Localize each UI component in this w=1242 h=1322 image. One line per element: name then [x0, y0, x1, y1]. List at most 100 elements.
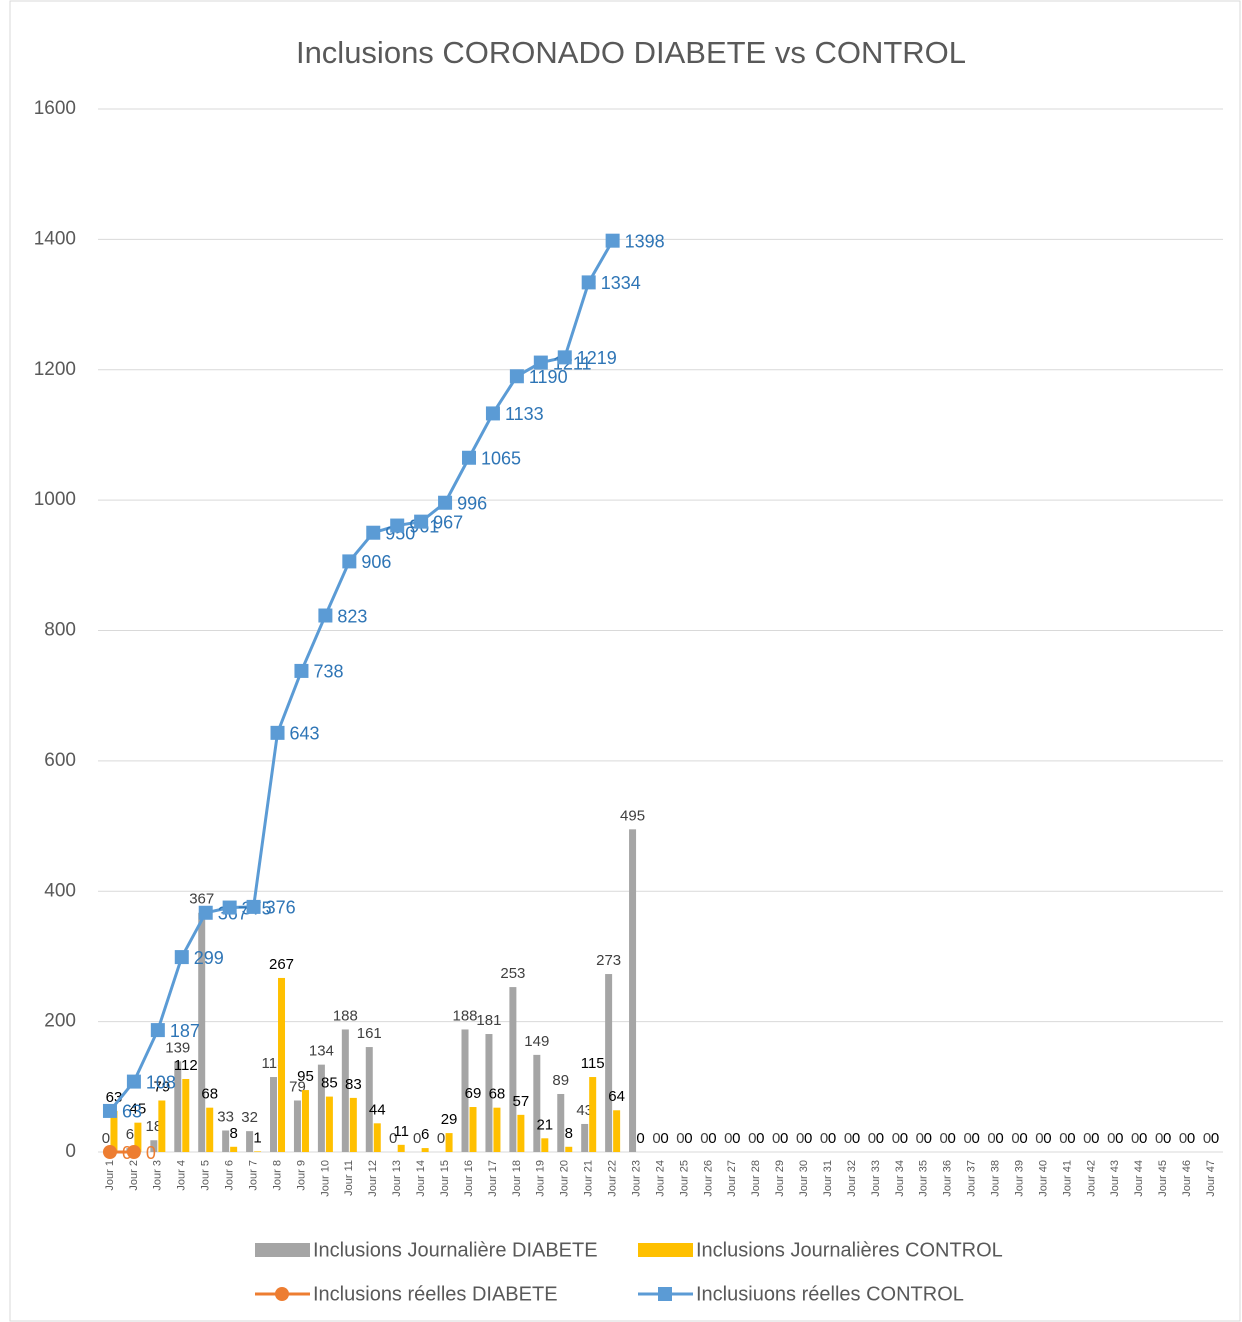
- y-tick-label: 1600: [34, 98, 76, 119]
- data-label: 967: [433, 512, 463, 532]
- data-label: 79: [153, 1078, 170, 1095]
- data-label: 253: [500, 965, 525, 982]
- x-tick-label: Jour 24: [654, 1160, 666, 1197]
- x-tick-label: Jour 8: [271, 1160, 283, 1191]
- marker: [605, 233, 620, 248]
- data-label: 0: [102, 1130, 110, 1147]
- marker: [102, 1103, 117, 1118]
- data-label: 996: [457, 493, 487, 513]
- x-tick-label: Jour 3: [152, 1160, 164, 1191]
- data-label: 0: [1139, 1130, 1147, 1147]
- data-label: 115: [581, 1055, 605, 1072]
- bar: [421, 1148, 429, 1152]
- marker: [557, 350, 572, 365]
- data-label: 1398: [625, 231, 665, 251]
- bar: [373, 1123, 381, 1152]
- data-label: 0: [868, 1130, 876, 1147]
- bar: [469, 1107, 477, 1152]
- x-tick-label: Jour 26: [702, 1160, 714, 1197]
- data-label: 29: [441, 1111, 458, 1128]
- x-tick-label: Jour 31: [822, 1160, 834, 1197]
- data-label: 0: [1067, 1130, 1075, 1147]
- data-label: 0: [756, 1130, 764, 1147]
- legend-marker: [275, 1287, 289, 1301]
- x-tick-label: Jour 20: [559, 1160, 571, 1197]
- data-label: 823: [337, 606, 367, 626]
- marker: [462, 450, 477, 465]
- legend-label: Inclusiuons réelles CONTROL: [696, 1283, 964, 1305]
- bar: [182, 1078, 190, 1152]
- data-label: 68: [489, 1086, 506, 1103]
- x-tick-label: Jour 13: [391, 1160, 403, 1197]
- data-label: 21: [536, 1116, 553, 1133]
- bar: [198, 912, 206, 1152]
- bar: [174, 1061, 182, 1152]
- bar: [134, 1122, 142, 1152]
- data-label: 0: [820, 1130, 828, 1147]
- bar: [341, 1029, 349, 1152]
- data-label: 0: [724, 1130, 732, 1147]
- data-label: 376: [266, 898, 296, 918]
- data-label: 0: [1011, 1130, 1019, 1147]
- data-label: 83: [345, 1076, 362, 1093]
- x-tick-label: Jour 36: [942, 1160, 954, 1197]
- bar: [254, 1151, 262, 1152]
- data-label: 8: [229, 1125, 237, 1142]
- x-tick-label: Jour 44: [1133, 1160, 1145, 1197]
- bar: [397, 1144, 405, 1152]
- bar: [485, 1034, 493, 1152]
- marker: [294, 663, 309, 678]
- data-label: 0: [916, 1130, 924, 1147]
- chart-border: [9, 0, 1241, 1322]
- bar: [317, 1064, 325, 1152]
- data-label: 643: [290, 724, 320, 744]
- bar: [533, 1054, 541, 1152]
- y-tick-label: 600: [44, 750, 76, 771]
- data-label: 0: [900, 1130, 908, 1147]
- data-label: 89: [552, 1072, 569, 1089]
- marker: [533, 355, 548, 370]
- bar: [278, 977, 286, 1152]
- y-tick-label: 1400: [34, 228, 76, 249]
- bar: [150, 1140, 158, 1152]
- x-tick-label: Jour 15: [439, 1160, 451, 1197]
- data-label: 0: [995, 1130, 1003, 1147]
- data-label: 0: [1019, 1130, 1027, 1147]
- data-label: 18: [145, 1118, 162, 1135]
- bar: [158, 1100, 166, 1152]
- x-tick-label: Jour 7: [247, 1160, 259, 1191]
- x-tick-label: Jour 16: [463, 1160, 475, 1197]
- marker: [581, 275, 596, 290]
- marker: [126, 1145, 141, 1159]
- x-tick-label: Jour 12: [367, 1160, 379, 1197]
- x-tick-label: Jour 38: [990, 1160, 1002, 1197]
- marker: [102, 1145, 117, 1159]
- data-label: 85: [321, 1075, 338, 1092]
- marker: [485, 406, 500, 421]
- data-label: 139: [165, 1039, 190, 1056]
- bar: [517, 1114, 525, 1152]
- data-label: 64: [608, 1088, 625, 1105]
- data-label: 0: [948, 1130, 956, 1147]
- data-label: 367: [189, 891, 214, 908]
- data-label: 0: [1155, 1130, 1163, 1147]
- bar: [493, 1107, 501, 1152]
- bar: [246, 1131, 254, 1152]
- bar: [557, 1093, 565, 1152]
- data-label: 1065: [481, 449, 521, 469]
- data-label: 0: [796, 1130, 804, 1147]
- x-tick-label: Jour 46: [1181, 1160, 1193, 1197]
- data-label: 0: [1203, 1130, 1211, 1147]
- x-tick-label: Jour 1: [104, 1160, 116, 1191]
- data-label: 0: [1059, 1130, 1067, 1147]
- bar: [565, 1146, 573, 1152]
- marker: [390, 518, 405, 533]
- bar: [541, 1138, 549, 1152]
- data-label: 32: [241, 1109, 258, 1126]
- marker: [366, 525, 381, 540]
- data-label: 45: [130, 1101, 147, 1118]
- data-label: 0: [676, 1130, 684, 1147]
- marker: [509, 369, 524, 384]
- x-tick-label: Jour 29: [774, 1160, 786, 1197]
